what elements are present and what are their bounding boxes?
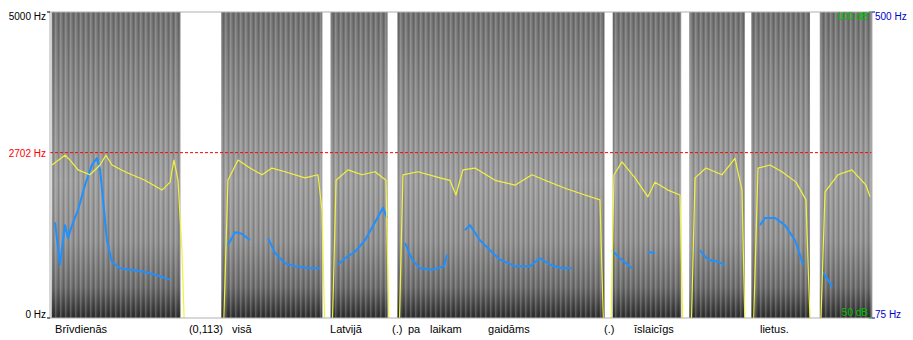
plot-frame (50, 12, 872, 318)
spectrogram-segment (751, 12, 810, 318)
marks (50, 12, 872, 318)
word-label: (0,113) (189, 323, 223, 335)
y2-tick-label: 75 Hz (875, 309, 901, 320)
spectrogram-texture (221, 12, 322, 318)
spectrogram-texture (820, 12, 872, 318)
spectrogram-texture (613, 12, 682, 318)
y-tick-label: 5000 Hz (9, 11, 46, 22)
cursor-line (50, 152, 872, 153)
y3-tick (869, 318, 872, 319)
word-label: gaidāms (488, 323, 530, 335)
y3-tick-label: 100 dB (836, 11, 868, 22)
word-label: Latvijā (330, 323, 363, 335)
word-label: pa (408, 323, 421, 335)
spectrogram-segment (221, 12, 322, 318)
spectrogram-segment (820, 12, 872, 318)
word-label: Brīvdienās (55, 323, 107, 335)
spectrogram-texture (751, 12, 810, 318)
spectrogram-texture (52, 12, 181, 318)
intensity-line (52, 155, 870, 318)
word-label: (.) (604, 323, 614, 335)
pitch-line (55, 158, 832, 287)
word-label: visā (232, 323, 252, 335)
spectrogram-segment (52, 12, 181, 318)
y3-tick-label: 50 dB (842, 307, 868, 318)
y-tick-label: 0 Hz (25, 309, 46, 320)
spectrogram-texture (331, 12, 388, 318)
y-tick (47, 12, 50, 13)
word-label: īslaicīgs (634, 323, 674, 335)
word-label: (.) (392, 323, 402, 335)
cursor-label: 2702 Hz (9, 148, 46, 159)
y2-tick-label: 500 Hz (875, 11, 907, 22)
word-label: laikam (430, 323, 462, 335)
y3-tick (869, 12, 872, 13)
spectrogram-segment (613, 12, 682, 318)
chart: 0 Hz 5000 Hz 2702 Hz 75 Hz 500 Hz 50 dB 100 dB… (0, 0, 913, 340)
spectrogram-segment (397, 12, 604, 318)
word-label: lietus. (760, 323, 789, 335)
spectrogram-segment (331, 12, 388, 318)
spectrogram-texture (397, 12, 604, 318)
y-tick (47, 318, 50, 319)
